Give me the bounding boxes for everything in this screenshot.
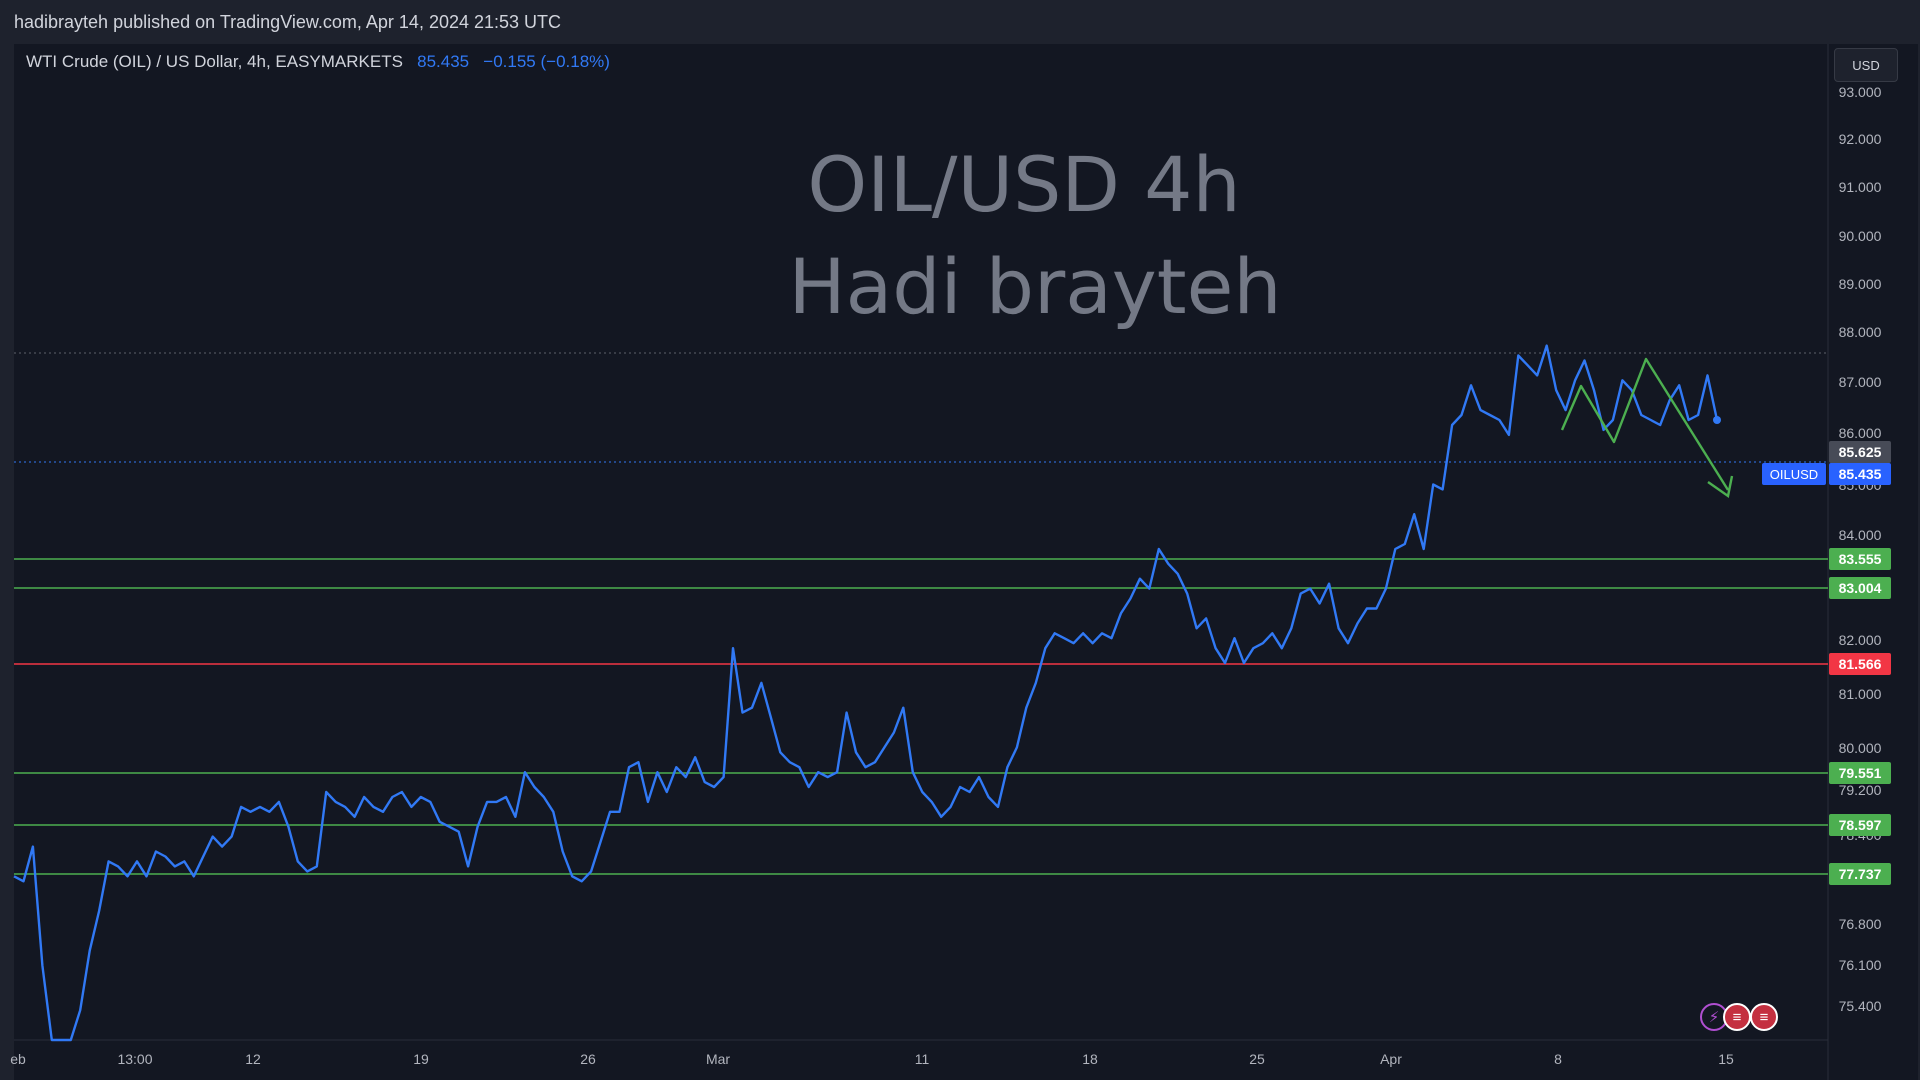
level-price-label: 81.566 [1839, 656, 1882, 672]
price-tag-label: 85.625 [1839, 444, 1882, 460]
level-price-label: 83.555 [1839, 551, 1882, 567]
x-tick-label: 26 [580, 1051, 596, 1067]
y-tick-label: 76.800 [1839, 916, 1882, 932]
y-tick-label: 80.000 [1839, 740, 1882, 756]
x-tick-label: 15 [1718, 1051, 1734, 1067]
y-tick-label: 93.000 [1839, 84, 1882, 100]
level-price-label: 78.597 [1839, 817, 1882, 833]
y-tick-label: 79.200 [1839, 782, 1882, 798]
x-tick-label: 13:00 [117, 1051, 152, 1067]
y-tick-label: 92.000 [1839, 131, 1882, 147]
drawn-pattern-line[interactable] [1560, 357, 1730, 491]
level-price-tag [1829, 762, 1891, 784]
x-tick-label: 8 [1554, 1051, 1562, 1067]
x-tick-label: 18 [1082, 1051, 1098, 1067]
level-price-label: 79.551 [1839, 765, 1882, 781]
x-tick-label: Apr [1380, 1051, 1402, 1067]
level-price-tag [1829, 653, 1891, 675]
y-tick-label: 89.000 [1839, 276, 1882, 292]
level-price-tag [1829, 814, 1891, 836]
x-tick-label: 25 [1249, 1051, 1265, 1067]
y-tick-label: 87.000 [1839, 374, 1882, 390]
y-tick-label: 91.000 [1839, 179, 1882, 195]
watermark-title: OIL/USD 4h [807, 140, 1241, 229]
y-tick-label: 86.000 [1839, 425, 1882, 441]
x-tick-label: eb [10, 1051, 26, 1067]
symbol-legend[interactable]: WTI Crude (OIL) / US Dollar, 4h, EASYMAR… [26, 52, 610, 72]
level-price-label: 77.737 [1839, 866, 1882, 882]
publication-header: hadibrayteh published on TradingView.com… [0, 0, 1920, 44]
us-flag-icon[interactable]: ≡ [1750, 1003, 1778, 1031]
x-tick-label: 19 [413, 1051, 429, 1067]
level-price-tag [1829, 548, 1891, 570]
y-tick-label: 82.000 [1839, 632, 1882, 648]
y-tick-label: 76.100 [1839, 957, 1882, 973]
price-series-line[interactable] [13, 344, 1719, 1042]
watermark-author: Hadi brayteh [788, 242, 1282, 331]
published-text: hadibrayteh published on TradingView.com… [14, 12, 562, 32]
x-tick-label: 12 [245, 1051, 261, 1067]
last-price-dot [1713, 416, 1721, 424]
level-price-tag [1829, 577, 1891, 599]
legend-change: −0.155 (−0.18%) [483, 52, 610, 71]
x-tick-label: 11 [915, 1051, 930, 1067]
level-price-tag [1829, 863, 1891, 885]
price-tag-label: 85.435 [1839, 466, 1882, 482]
y-tick-label: 84.000 [1839, 527, 1882, 543]
chart-pane[interactable] [14, 44, 1918, 1080]
symbol-tag-label: OILUSD [1770, 467, 1818, 482]
price-tag [1829, 463, 1891, 485]
us-flag-icon[interactable]: ≡ [1723, 1003, 1751, 1031]
symbol-tag [1762, 463, 1826, 485]
legend-price: 85.435 [417, 52, 470, 71]
y-tick-label: 81.000 [1839, 686, 1882, 702]
y-tick-label: 90.000 [1839, 228, 1882, 244]
y-tick-label: 88.000 [1839, 324, 1882, 340]
x-tick-label: Mar [706, 1051, 730, 1067]
arrow-head-icon [1707, 475, 1734, 499]
y-tick-label: 75.400 [1839, 998, 1882, 1014]
currency-button[interactable]: USD [1834, 48, 1898, 82]
price-tag [1829, 441, 1891, 463]
legend-symbol: WTI Crude (OIL) / US Dollar, 4h, EASYMAR… [26, 52, 403, 71]
level-price-label: 83.004 [1839, 580, 1882, 596]
